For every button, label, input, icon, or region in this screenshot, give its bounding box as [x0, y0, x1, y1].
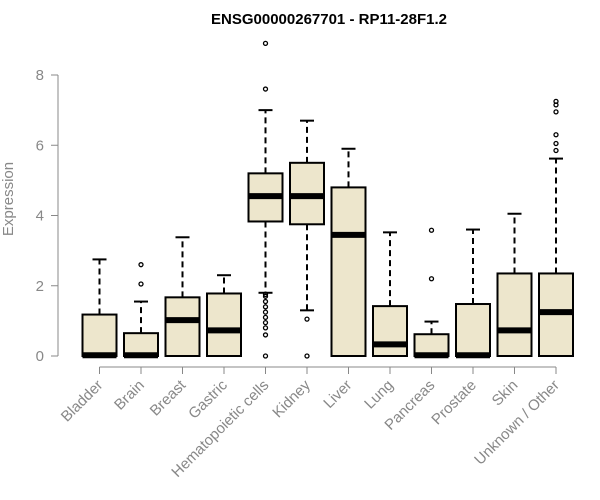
- outlier-point: [304, 316, 310, 322]
- outlier-point: [262, 309, 269, 315]
- y-tick-label: 4: [36, 208, 44, 225]
- outlier-point: [553, 132, 559, 138]
- outlier-point: [138, 281, 144, 287]
- outlier-point: [262, 86, 269, 92]
- outlier-point: [262, 319, 269, 326]
- x-tick-label: Prostate: [428, 377, 480, 429]
- box-skin: [496, 212, 533, 357]
- outlier-point: [553, 140, 559, 147]
- box-hematopoietic-cells: [247, 40, 284, 359]
- x-tick-label: Bladder: [58, 377, 107, 426]
- outlier-point: [262, 291, 269, 298]
- chart-title: ENSG00000267701 - RP11-28F1.2: [211, 11, 447, 28]
- x-tick-label: Kidney: [269, 376, 314, 421]
- outlier-point: [262, 314, 269, 321]
- box-iqr: [81, 313, 118, 357]
- outlier-point: [428, 276, 435, 282]
- y-tick-label: 6: [36, 137, 44, 154]
- x-tick-label: Skin: [489, 377, 522, 410]
- y-tick-label: 0: [36, 348, 44, 365]
- x-tick-label: Liver: [320, 377, 355, 412]
- outlier-point: [262, 304, 269, 310]
- box-liver: [330, 147, 367, 357]
- box-iqr: [372, 305, 408, 357]
- box-brain: [123, 262, 159, 359]
- x-tick-label: Lung: [361, 377, 397, 413]
- outlier-point: [304, 353, 310, 359]
- y-tick-label: 2: [36, 278, 44, 295]
- y-axis-label: Expression: [0, 162, 17, 236]
- outlier-point: [262, 293, 269, 299]
- outlier-point: [428, 227, 435, 233]
- outlier-point: [553, 147, 559, 154]
- outlier-point: [262, 325, 269, 331]
- box-gastric: [206, 274, 242, 358]
- box-iqr: [330, 186, 367, 357]
- box-iqr: [206, 292, 242, 358]
- y-tick-label: 8: [36, 67, 44, 84]
- x-tick-label: Breast: [147, 376, 190, 419]
- y-axis: 0 2 4 6 8: [36, 67, 59, 365]
- outlier-point: [262, 298, 269, 305]
- outlier-point: [553, 109, 559, 115]
- box-kidney: [289, 119, 325, 359]
- outlier-point: [138, 262, 144, 268]
- outlier-point: [553, 98, 559, 104]
- box-breast: [164, 236, 201, 357]
- box-prostate: [455, 228, 491, 359]
- outlier-point: [262, 332, 269, 338]
- box-bladder: [81, 258, 118, 359]
- outlier-point: [262, 40, 269, 47]
- box-unknown-other: [538, 98, 574, 357]
- box-iqr: [455, 303, 491, 358]
- outlier-point: [262, 353, 269, 359]
- box-iqr: [496, 272, 533, 357]
- x-tick-label: Brain: [111, 377, 148, 414]
- boxes: [81, 40, 574, 359]
- box-pancreas: [413, 227, 450, 359]
- box-iqr: [164, 296, 201, 357]
- box-lung: [372, 231, 408, 357]
